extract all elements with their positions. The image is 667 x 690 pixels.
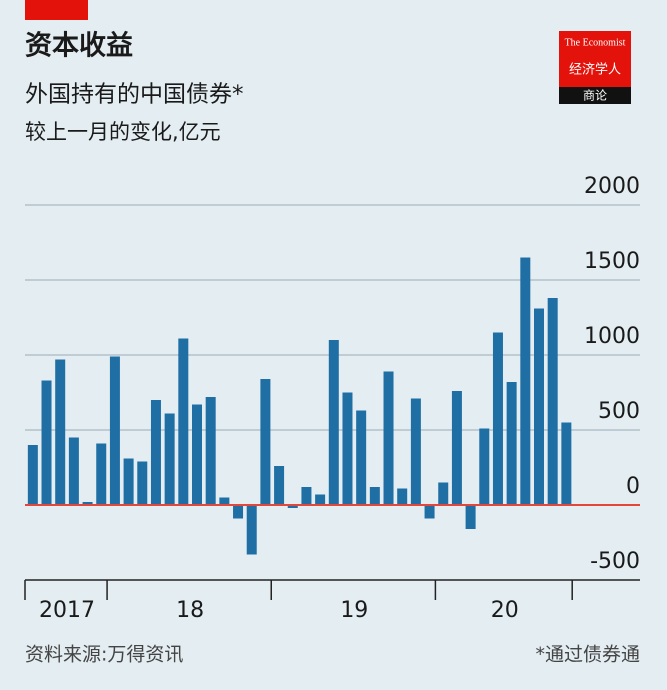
unit-label: 较上一月的变化,亿元 — [25, 120, 221, 144]
bar — [506, 382, 517, 505]
bar — [397, 488, 408, 505]
bar — [109, 356, 120, 505]
logo-band — [559, 87, 631, 104]
bar — [438, 482, 449, 505]
y-tick-label: 2000 — [584, 174, 640, 199]
chart-title: 资本收益 — [25, 31, 133, 62]
bar — [287, 505, 298, 508]
bar — [451, 391, 462, 505]
x-tick-label: 18 — [176, 598, 204, 623]
bar — [274, 466, 285, 505]
bar — [342, 392, 353, 505]
bar — [82, 502, 93, 505]
bar — [219, 497, 230, 505]
chart-subtitle: 外国持有的中国债券* — [25, 82, 244, 108]
logo-section: 商论 — [583, 88, 607, 103]
bar — [424, 505, 435, 519]
bar — [547, 298, 558, 505]
logo-name: The Economist — [565, 37, 626, 48]
bar — [164, 413, 175, 505]
source: 资料来源:万得资讯 — [25, 644, 183, 666]
bar — [233, 505, 244, 519]
bar — [479, 428, 490, 505]
bar — [492, 332, 503, 505]
logo-box — [559, 31, 631, 87]
y-tick-label: 1000 — [584, 324, 640, 349]
y-tick-label: 0 — [626, 474, 640, 499]
y-tick-label: 500 — [598, 399, 640, 424]
bar — [301, 487, 312, 505]
x-tick-label: 19 — [340, 598, 368, 623]
bar — [192, 404, 202, 505]
bar — [410, 398, 421, 505]
bar — [315, 494, 326, 505]
logo-chinese: 经济学人 — [569, 62, 621, 78]
x-tick-label: 2017 — [39, 598, 95, 623]
bar — [465, 505, 476, 529]
bar — [137, 461, 148, 505]
bar — [178, 338, 189, 505]
bar — [383, 371, 394, 505]
bar — [68, 437, 79, 505]
bar — [246, 505, 257, 555]
x-tick-label: 20 — [491, 598, 519, 623]
bar — [356, 410, 367, 505]
y-tick-label: -500 — [590, 549, 640, 574]
bar — [27, 445, 38, 505]
bar — [150, 400, 161, 505]
bar — [534, 308, 544, 505]
red-tag — [25, 0, 88, 20]
note: *通过债券通 — [535, 644, 640, 666]
bar — [260, 379, 271, 505]
bar — [520, 257, 531, 505]
bar — [561, 422, 572, 505]
bar — [123, 458, 134, 505]
bar — [205, 397, 216, 505]
y-tick-label: 1500 — [584, 249, 640, 274]
bar — [96, 443, 107, 505]
bar — [328, 340, 339, 505]
bar — [55, 359, 66, 505]
bar — [41, 380, 52, 505]
bar — [369, 487, 380, 505]
